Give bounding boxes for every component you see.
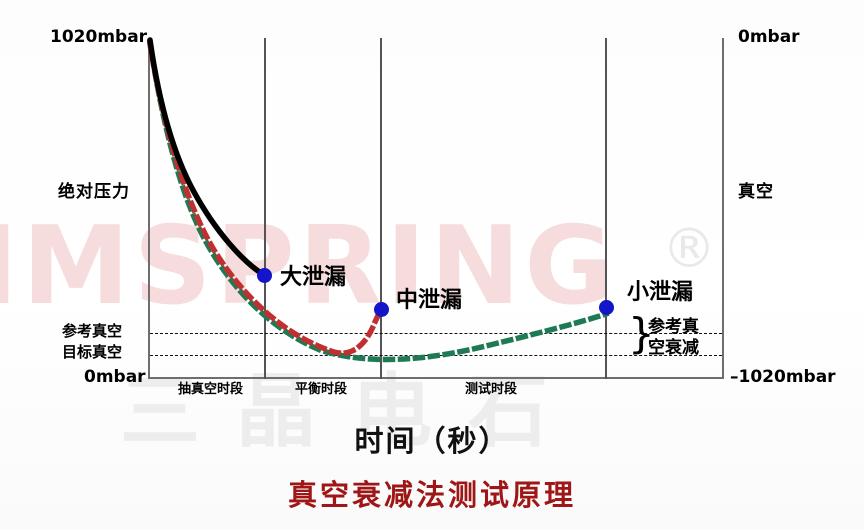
axis-label-target-vacuum: 目标真空 — [62, 344, 123, 361]
brace-icon: } — [628, 309, 655, 358]
series-label-large-leak: 大泄漏 — [280, 264, 347, 289]
y-axis-left — [148, 38, 150, 379]
annotation-reference-vacuum-decay: 参考真 空衰减 — [648, 316, 699, 359]
phase-divider-1 — [264, 38, 266, 379]
axis-label-top-left: 1020mbar — [50, 27, 148, 47]
axis-label-bottom-right: –1020mbar — [730, 367, 836, 387]
x-axis-title: 时间（秒） — [354, 426, 510, 458]
watermark-chinese: 三晶电石 — [120, 367, 584, 456]
axis-label-bottom-left: 0mbar — [84, 367, 146, 387]
axis-label-ref-vacuum: 参考真空 — [62, 323, 123, 340]
y-axis-right-title: 真空 — [738, 182, 774, 201]
annotation-line-1: 参考真 — [648, 317, 699, 336]
watermark-registered-icon: ® — [662, 217, 716, 280]
curve-large-leak — [147, 37, 267, 278]
y-axis-left-title: 绝对压力 — [58, 182, 130, 201]
phase-divider-3 — [605, 38, 607, 379]
phase-divider-2 — [380, 38, 382, 379]
annotation-line-2: 空衰减 — [648, 338, 699, 358]
y-axis-right — [722, 38, 724, 379]
x-axis — [148, 377, 724, 379]
series-label-small-leak: 小泄漏 — [627, 279, 694, 304]
phase-label-test: 测试时段 — [465, 381, 518, 396]
marker-large-leak[interactable] — [257, 268, 272, 283]
axis-label-top-right: 0mbar — [738, 27, 800, 47]
series-label-medium-leak: 中泄漏 — [396, 287, 463, 312]
watermark-brand: IMSPRING — [0, 204, 617, 329]
marker-small-leak[interactable] — [599, 300, 614, 315]
marker-medium-leak[interactable] — [374, 302, 389, 317]
phase-label-equilibrium: 平衡时段 — [295, 381, 348, 396]
chart-title: 真空衰减法测试原理 — [287, 480, 576, 512]
reference-vacuum-line — [150, 333, 722, 334]
curve-small-leak — [146, 38, 610, 363]
curve-medium-leak — [146, 40, 385, 356]
phase-label-vacuum: 抽真空时段 — [178, 381, 244, 396]
